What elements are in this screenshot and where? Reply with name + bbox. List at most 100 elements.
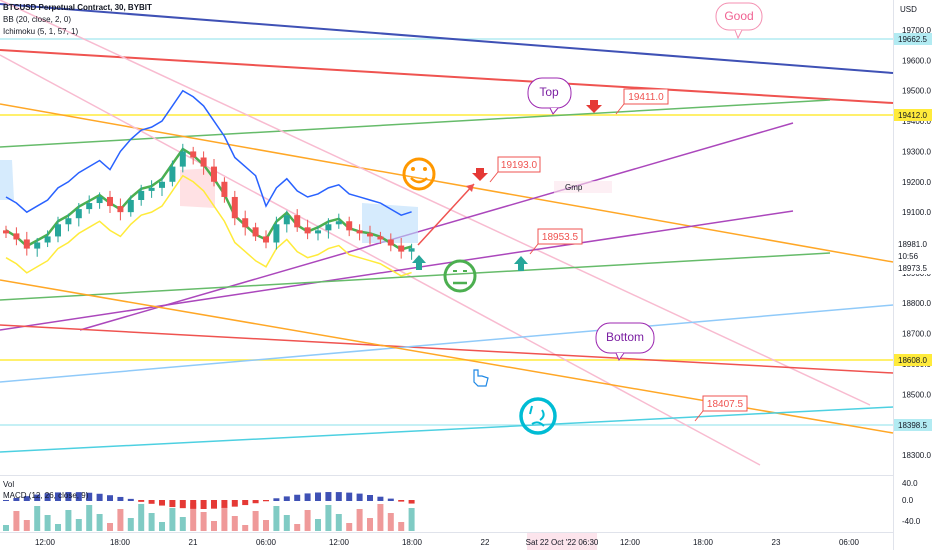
volume-bars [3, 503, 415, 531]
time-tick-label: 21 [189, 538, 198, 547]
neutral-face-icon [443, 259, 477, 293]
vol-label[interactable]: Vol [3, 480, 15, 489]
macd-bar [107, 495, 113, 501]
price-axis-currency: USD [900, 5, 917, 14]
price-tick-label: 18500.0 [902, 390, 931, 399]
price-label-19193: 19193.0 [489, 156, 541, 183]
trendline-pink-1 [0, 54, 761, 466]
volume-bar [221, 507, 228, 531]
callout-top: Top [527, 77, 572, 115]
volume-bar [86, 505, 93, 531]
macd-bar [304, 493, 311, 501]
bb-upper-line [5, 89, 412, 216]
price-tag: 18608.0 [894, 354, 932, 366]
macd-bar [190, 500, 197, 509]
price-tick-label: 19700.0 [902, 26, 931, 35]
candle [283, 210, 290, 233]
trendline-red-bottom [0, 324, 894, 374]
macd-bar [179, 500, 186, 509]
volume-bar [3, 525, 9, 531]
candle [138, 184, 145, 206]
volume-bar [252, 511, 259, 531]
volume-bar [117, 509, 124, 531]
macd-bar [263, 500, 269, 502]
macd-bar [13, 498, 20, 501]
macd-bar [138, 500, 145, 502]
macd-axis-ticks: 40.0 0.0 -40.0 [902, 479, 921, 526]
volume-bar [34, 506, 41, 531]
candle [127, 195, 134, 217]
price-label-19411: 19411.0 [615, 88, 669, 115]
ichimoku-cloud [362, 203, 418, 243]
candle [117, 198, 124, 221]
time-tick-label: 12:00 [620, 538, 641, 547]
candle [408, 243, 415, 260]
bb-basis-line [5, 147, 412, 251]
macd-label[interactable]: MACD (12, 26, close, 9) [3, 491, 89, 500]
price-tag-label: 18981.0 [898, 240, 927, 249]
candle [169, 160, 176, 187]
price-tick-label: 19300.0 [902, 147, 931, 156]
candle [335, 213, 342, 229]
time-tick-label: 23 [772, 538, 781, 547]
hand-cursor-icon [473, 369, 489, 387]
volume-bar [13, 511, 20, 531]
candle [242, 210, 249, 236]
time-tick-label: 12:00 [35, 538, 56, 547]
macd-bar [346, 492, 353, 501]
callout-bottom: Bottom [595, 322, 655, 362]
macd-bar [96, 493, 103, 501]
callout-good-text: Good [724, 9, 753, 23]
time-tick-label: 18:00 [693, 538, 714, 547]
macd-bar [44, 493, 51, 501]
time-axis-ticks: 12:00 18:00 21 06:00 12:00 18:00 22 12:00 18:00 2… [35, 538, 860, 547]
volume-bar [367, 518, 373, 531]
candle [211, 159, 217, 187]
trendline-blue-top [0, 3, 894, 74]
macd-bar [55, 492, 61, 501]
candles [3, 143, 415, 260]
callout-good: Good [715, 2, 763, 40]
macd-bar [273, 498, 280, 501]
candle [23, 231, 30, 256]
time-tick-label: 06:00 [839, 538, 860, 547]
macd-bar [283, 496, 290, 501]
volume-bar [55, 524, 61, 531]
volume-bar [23, 520, 30, 531]
volume-bar [408, 508, 415, 531]
macd-bar [211, 500, 217, 509]
candle [387, 233, 394, 252]
price-tag-label: 18973.5 [898, 264, 927, 273]
indicator-ichimoku-label[interactable]: Ichimoku (5, 1, 57, 1) [3, 27, 79, 36]
candle [190, 146, 197, 165]
volume-bar [231, 516, 238, 531]
macd-bar [231, 500, 238, 507]
macd-bar [356, 493, 363, 501]
price-tag: 18398.5 [894, 419, 932, 431]
volume-bar [398, 522, 405, 531]
candle [55, 216, 61, 243]
macd-bar [65, 492, 72, 501]
volume-bar [96, 514, 103, 531]
macd-tick-label: -40.0 [902, 517, 921, 526]
trendline-purple-2 [0, 210, 794, 331]
candle [179, 143, 186, 173]
candle [346, 216, 353, 237]
macd-bar [127, 498, 134, 501]
price-tag-label: 18398.5 [898, 421, 927, 430]
macd-bar [398, 500, 405, 502]
down-arrow-icon [586, 100, 602, 113]
price-pane [0, 0, 893, 475]
candle [367, 225, 373, 245]
volume-bar [107, 523, 113, 531]
volume-bar [283, 515, 290, 531]
candle [325, 218, 332, 239]
candle [86, 195, 93, 214]
dizzy-face-icon [519, 397, 557, 435]
indicator-bb-label[interactable]: BB (20, close, 2, 0) [3, 15, 72, 24]
macd-bar [367, 495, 373, 501]
price-label-18953: 18953.5 [529, 228, 583, 255]
callout-bottom-text: Bottom [606, 330, 644, 344]
